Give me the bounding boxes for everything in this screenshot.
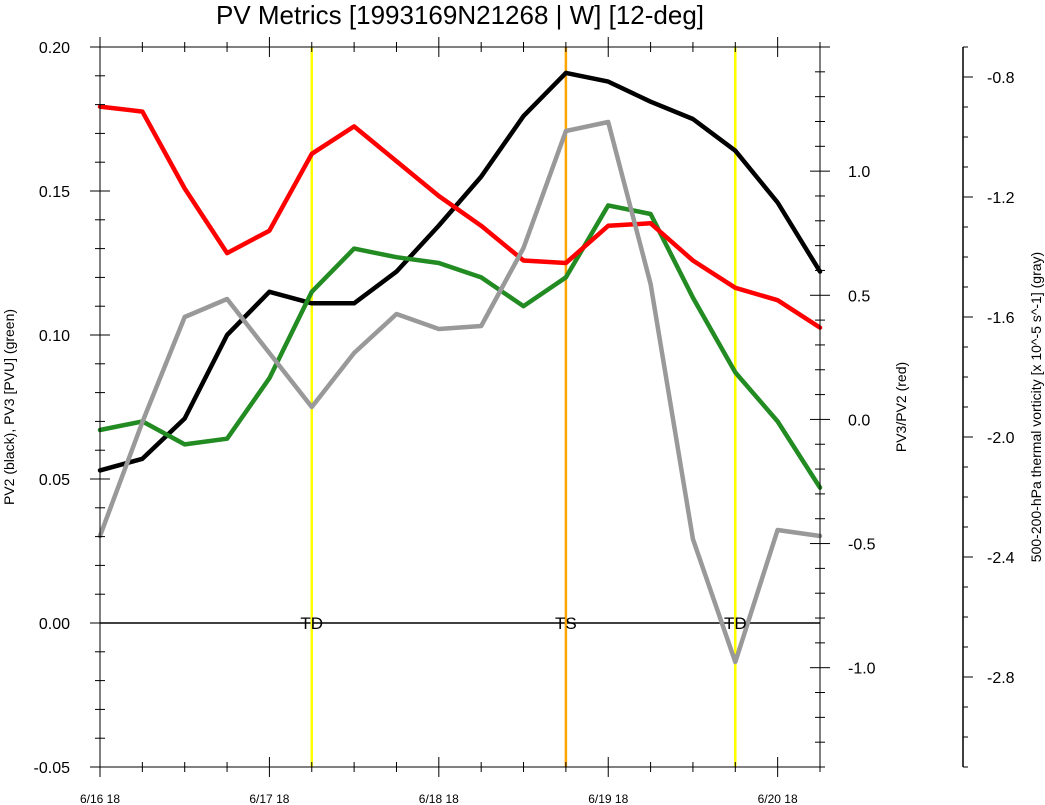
right-tick-label: 0.0 <box>848 412 870 429</box>
right-tick-label: 1.0 <box>848 164 870 181</box>
left-tick-label: 0.15 <box>39 184 70 201</box>
x-tick-label: 6/19 18 <box>588 792 628 805</box>
left-axis-label: PV2 (black), PV3 [PVU] (green) <box>1 309 17 505</box>
plot-frame <box>99 46 821 768</box>
axes: -0.05 0.00 0.05 0.10 0.15 0.20 -1.0 -0.5 0.0 0.5 1… <box>34 37 1015 805</box>
far-right-tick-label: -2.0 <box>987 430 1015 447</box>
x-tick-label: 6/17 18 <box>249 792 289 805</box>
right-tick-label: -1.0 <box>848 661 876 678</box>
far-right-tick-label: -2.8 <box>987 670 1015 687</box>
right-tick-label: 0.5 <box>848 288 870 305</box>
plot-area: TD TS TD <box>97 47 823 767</box>
event-label-0: TD <box>300 614 323 633</box>
series-line-1 <box>97 203 823 490</box>
series-line-3 <box>97 119 823 665</box>
event-label-1: TS <box>555 614 577 633</box>
far-right-tick-label: -2.4 <box>987 550 1015 567</box>
chart-title: PV Metrics [1993169N21268 | W] [12-deg] <box>216 0 704 30</box>
left-tick-label: 0.10 <box>39 328 70 345</box>
right-axis-label: PV3/PV2 (red) <box>893 362 909 452</box>
far-right-tick-label: -0.8 <box>987 70 1015 87</box>
far-right-axis-label: 500-200-hPa thermal vorticity [x 10^-5 s… <box>1028 252 1044 562</box>
series-line-0 <box>97 70 823 473</box>
x-tick-label: 6/18 18 <box>419 792 459 805</box>
left-tick-label: -0.05 <box>34 760 71 777</box>
x-tick-label: 6/20 18 <box>758 792 798 805</box>
right-tick-label: -0.5 <box>848 537 876 554</box>
left-tick-label: 0.20 <box>39 40 70 57</box>
series-line-2 <box>97 104 823 330</box>
far-right-tick-label: -1.2 <box>987 190 1015 207</box>
left-tick-label: 0.00 <box>39 616 70 633</box>
event-label-2: TD <box>724 614 747 633</box>
left-tick-label: 0.05 <box>39 472 70 489</box>
far-right-tick-label: -1.6 <box>987 310 1015 327</box>
x-tick-label: 6/16 18 <box>80 792 120 805</box>
